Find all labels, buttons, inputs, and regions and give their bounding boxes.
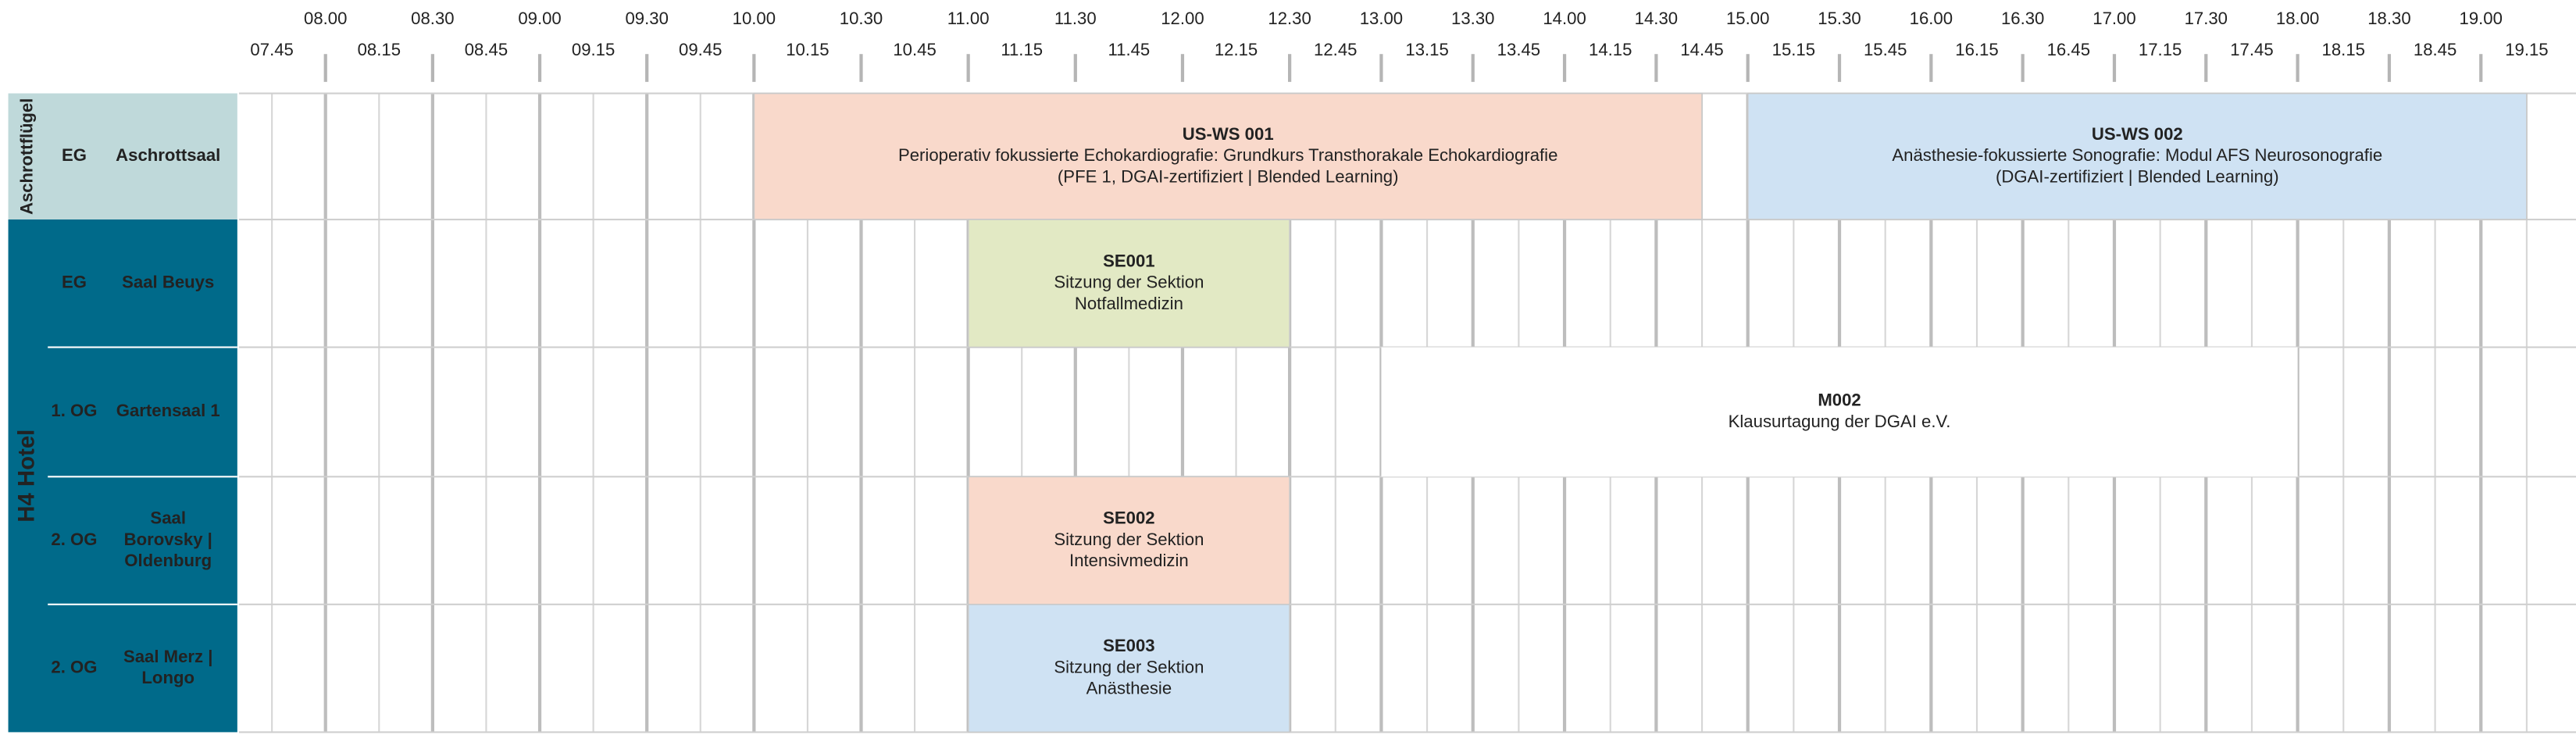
time-label: 11.15 bbox=[1001, 40, 1043, 59]
time-label: 17.45 bbox=[2230, 40, 2273, 59]
time-label: 11.30 bbox=[1054, 9, 1097, 28]
time-label: 08.45 bbox=[465, 40, 508, 59]
time-label: 14.30 bbox=[1635, 9, 1678, 28]
session-text: (DGAI-zertifiziert | Blended Learning) bbox=[1996, 166, 2279, 186]
session-block bbox=[967, 476, 1290, 605]
time-label: 18.45 bbox=[2414, 40, 2456, 59]
session-text: Anästhesie-fokussierte Sonografie: Modul… bbox=[1892, 145, 2382, 165]
time-label: 18.30 bbox=[2367, 9, 2410, 28]
time-label: 13.15 bbox=[1405, 40, 1448, 59]
room-label: Longo bbox=[141, 668, 194, 687]
time-label: 08.30 bbox=[411, 9, 454, 28]
time-label: 09.45 bbox=[679, 40, 722, 59]
floor-label: 1. OG bbox=[51, 401, 97, 420]
time-label: 10.00 bbox=[733, 9, 776, 28]
time-label: 16.15 bbox=[1955, 40, 1998, 59]
time-label: 13.00 bbox=[1360, 9, 1403, 28]
session-block bbox=[1746, 92, 2528, 220]
session-code: SE002 bbox=[1103, 508, 1155, 528]
time-label: 08.00 bbox=[304, 9, 347, 28]
time-label: 12.00 bbox=[1161, 9, 1204, 28]
time-label: 16.00 bbox=[1910, 9, 1953, 28]
time-label: 10.30 bbox=[840, 9, 883, 28]
time-label: 17.30 bbox=[2185, 9, 2228, 28]
time-label: 11.45 bbox=[1108, 40, 1150, 59]
floor-label: EG bbox=[62, 145, 87, 165]
floor-label: EG bbox=[62, 273, 87, 292]
room-label: Gartensaal 1 bbox=[116, 401, 220, 420]
time-label: 11.00 bbox=[947, 9, 990, 28]
session-text: Anästhesie bbox=[1086, 679, 1172, 698]
time-label: 10.15 bbox=[786, 40, 829, 59]
time-label: 12.30 bbox=[1268, 9, 1311, 28]
room-label: Oldenburg bbox=[124, 551, 212, 570]
session-text: Intensivmedizin bbox=[1069, 551, 1189, 570]
session-text: Notfallmedizin bbox=[1075, 294, 1183, 313]
time-label: 13.45 bbox=[1497, 40, 1540, 59]
room-label: Saal bbox=[150, 508, 186, 528]
group-label: Aschrottflügel bbox=[17, 98, 37, 215]
time-label: 14.15 bbox=[1589, 40, 1632, 59]
time-label: 16.45 bbox=[2047, 40, 2090, 59]
session-code: US-WS 002 bbox=[2092, 124, 2183, 144]
session-text: (PFE 1, DGAI-zertifiziert | Blended Lear… bbox=[1058, 166, 1399, 186]
room-label: Saal Merz | bbox=[123, 647, 213, 666]
time-label: 15.45 bbox=[1864, 40, 1907, 59]
session-text: Sitzung der Sektion bbox=[1054, 273, 1204, 292]
time-label: 19.15 bbox=[2505, 40, 2548, 59]
time-label: 10.45 bbox=[893, 40, 936, 59]
time-label: 18.00 bbox=[2276, 9, 2319, 28]
room-label: Saal Beuys bbox=[122, 273, 214, 292]
session-text: Perioperativ fokussierte Echokardiografi… bbox=[898, 145, 1557, 165]
floor-label: 2. OG bbox=[51, 658, 97, 677]
time-label: 09.15 bbox=[572, 40, 615, 59]
session-code: M002 bbox=[1818, 391, 1861, 410]
session-text: Sitzung der Sektion bbox=[1054, 530, 1204, 549]
time-label: 15.30 bbox=[1818, 9, 1861, 28]
time-label: 09.30 bbox=[625, 9, 668, 28]
time-label: 09.00 bbox=[518, 9, 561, 28]
time-label: 12.45 bbox=[1314, 40, 1357, 59]
time-label: 17.15 bbox=[2139, 40, 2182, 59]
session-text: Sitzung der Sektion bbox=[1054, 658, 1204, 677]
session-block bbox=[1381, 347, 2298, 477]
time-label: 08.15 bbox=[358, 40, 401, 59]
time-label: 19.00 bbox=[2460, 9, 2503, 28]
room-label: Borovsky | bbox=[124, 530, 212, 549]
time-label: 15.00 bbox=[1726, 9, 1769, 28]
time-label: 13.30 bbox=[1451, 9, 1494, 28]
floor-label: 2. OG bbox=[51, 530, 97, 549]
time-label: 14.00 bbox=[1543, 9, 1586, 28]
time-label: 16.30 bbox=[2001, 9, 2044, 28]
time-label: 18.15 bbox=[2322, 40, 2365, 59]
room-label: Aschrottsaal bbox=[116, 145, 220, 165]
session-text: Klausurtagung der DGAI e.V. bbox=[1729, 412, 1951, 431]
time-label: 12.15 bbox=[1215, 40, 1258, 59]
time-label: 17.00 bbox=[2093, 9, 2135, 28]
session-block bbox=[967, 219, 1290, 348]
session-code: US-WS 001 bbox=[1183, 124, 1274, 144]
group-label: H4 Hotel bbox=[14, 430, 40, 523]
session-code: SE001 bbox=[1103, 251, 1155, 270]
group-block bbox=[8, 93, 237, 220]
session-code: SE003 bbox=[1103, 636, 1155, 655]
session-block bbox=[753, 92, 1703, 220]
session-block bbox=[967, 604, 1290, 733]
time-label: 15.15 bbox=[1772, 40, 1815, 59]
time-label: 07.45 bbox=[250, 40, 293, 59]
time-label: 14.45 bbox=[1680, 40, 1723, 59]
